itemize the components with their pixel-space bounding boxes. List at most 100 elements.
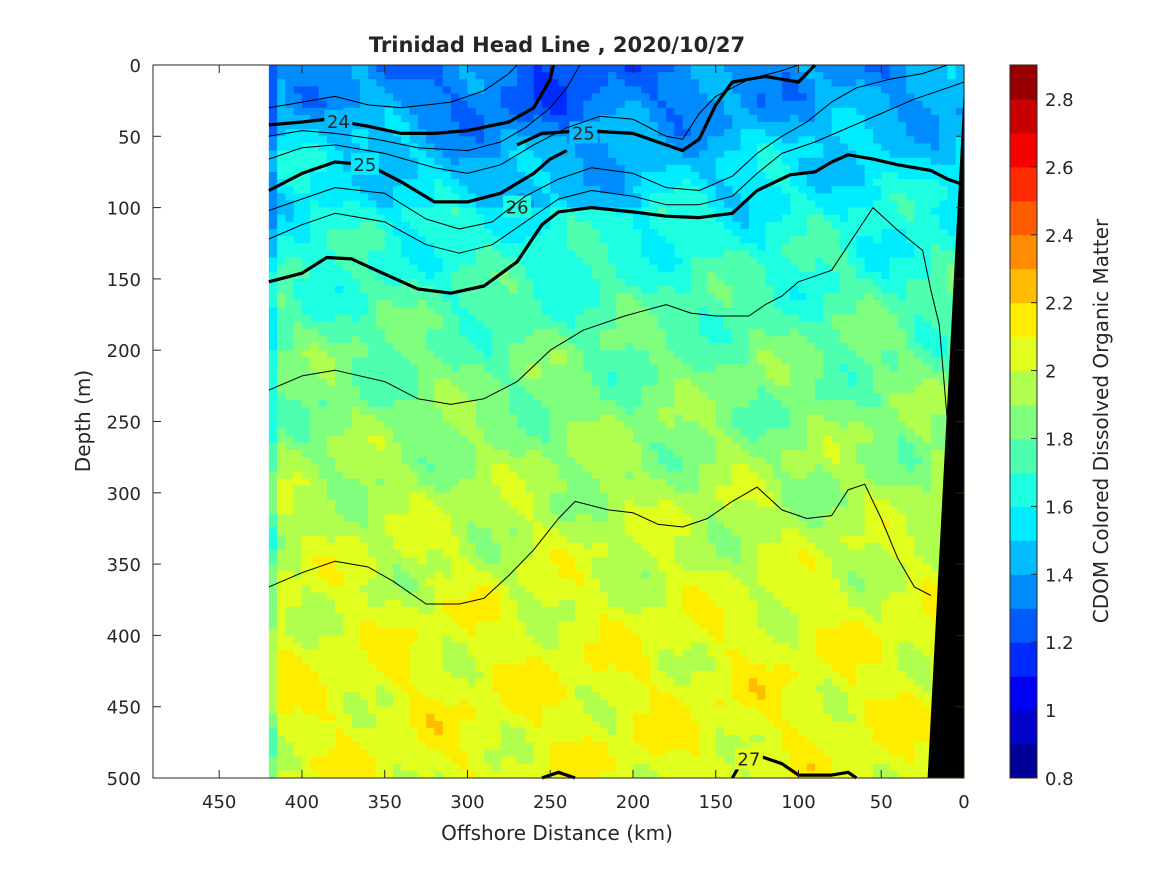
field-cell (715, 250, 725, 259)
field-cell (649, 157, 659, 166)
field-cell (500, 214, 510, 223)
field-cell (616, 179, 626, 187)
field-cell (508, 335, 518, 344)
field-cell (310, 122, 320, 130)
field-cell (649, 193, 659, 202)
field-cell (517, 335, 526, 344)
field-cell (839, 435, 849, 444)
field-cell (376, 150, 386, 159)
field-cell (343, 421, 353, 430)
field-cell (566, 428, 576, 437)
field-cell (682, 392, 692, 401)
field-cell (442, 407, 452, 415)
field-cell (906, 100, 915, 109)
field-cell (492, 471, 502, 480)
field-cell (277, 221, 287, 230)
field-cell (525, 414, 535, 423)
field-cell (566, 221, 576, 230)
field-cell (657, 421, 667, 430)
field-cell (906, 193, 915, 202)
field-cell (459, 207, 469, 216)
field-cell (815, 200, 824, 209)
field-cell (823, 236, 833, 244)
field-cell (558, 107, 568, 116)
field-cell (748, 314, 758, 323)
field-cell (930, 450, 940, 458)
field-cell (657, 186, 667, 194)
field-cell (384, 72, 394, 80)
field-cell (815, 350, 824, 358)
field-cell (475, 271, 485, 280)
field-cell (517, 328, 526, 337)
field-cell (301, 478, 311, 487)
field-cell (798, 400, 808, 408)
field-cell (517, 457, 526, 465)
field-cell (301, 157, 311, 166)
field-cell (823, 385, 833, 394)
field-cell (508, 392, 518, 401)
field-cell (823, 364, 833, 373)
field-cell (409, 421, 419, 430)
field-cell (699, 371, 709, 380)
field-cell (765, 150, 775, 159)
field-cell (947, 271, 957, 280)
field-cell (657, 179, 667, 187)
field-cell (500, 93, 510, 102)
field-cell (897, 300, 907, 309)
field-cell (914, 186, 924, 194)
field-cell (839, 72, 849, 80)
field-cell (757, 264, 766, 273)
field-cell (666, 307, 675, 316)
field-cell (616, 307, 626, 316)
field-cell (889, 286, 899, 294)
field-cell (517, 228, 526, 237)
field-cell (318, 164, 328, 173)
field-cell (765, 129, 775, 137)
field-cell (434, 150, 444, 159)
field-cell (368, 407, 378, 415)
field-cell (268, 400, 278, 408)
field-cell (541, 264, 551, 273)
field-cell (889, 228, 899, 237)
field-cell (823, 307, 833, 316)
field-cell (310, 214, 320, 223)
field-cell (533, 471, 543, 480)
field-cell (897, 464, 907, 473)
field-cell (599, 407, 609, 415)
field-cell (467, 107, 477, 116)
field-cell (831, 186, 841, 194)
field-cell (475, 357, 485, 366)
field-cell (500, 236, 510, 244)
field-cell (508, 257, 518, 266)
field-cell (351, 400, 361, 408)
field-cell (426, 357, 435, 366)
field-cell (657, 343, 667, 351)
field-cell (839, 100, 849, 109)
field-cell (649, 407, 659, 415)
field-cell (856, 271, 866, 280)
field-cell (798, 186, 808, 194)
field-cell (384, 293, 394, 301)
field-cell (806, 414, 816, 423)
field-cell (417, 364, 427, 373)
field-cell (790, 257, 800, 266)
field-cell (591, 86, 601, 95)
field-cell (409, 357, 419, 366)
field-cell (326, 350, 336, 358)
field-cell (682, 278, 692, 287)
field-cell (831, 250, 841, 259)
field-cell (872, 136, 882, 145)
field-cell (310, 457, 320, 465)
field-cell (434, 414, 444, 423)
field-cell (434, 186, 444, 194)
field-cell (781, 257, 791, 266)
field-cell (525, 450, 535, 458)
field-cell (682, 250, 692, 259)
field-cell (467, 214, 477, 223)
field-cell (914, 464, 924, 473)
field-cell (583, 400, 593, 408)
field-cell (897, 86, 907, 95)
field-cell (765, 193, 775, 202)
field-cell (583, 371, 593, 380)
field-cell (277, 385, 287, 394)
